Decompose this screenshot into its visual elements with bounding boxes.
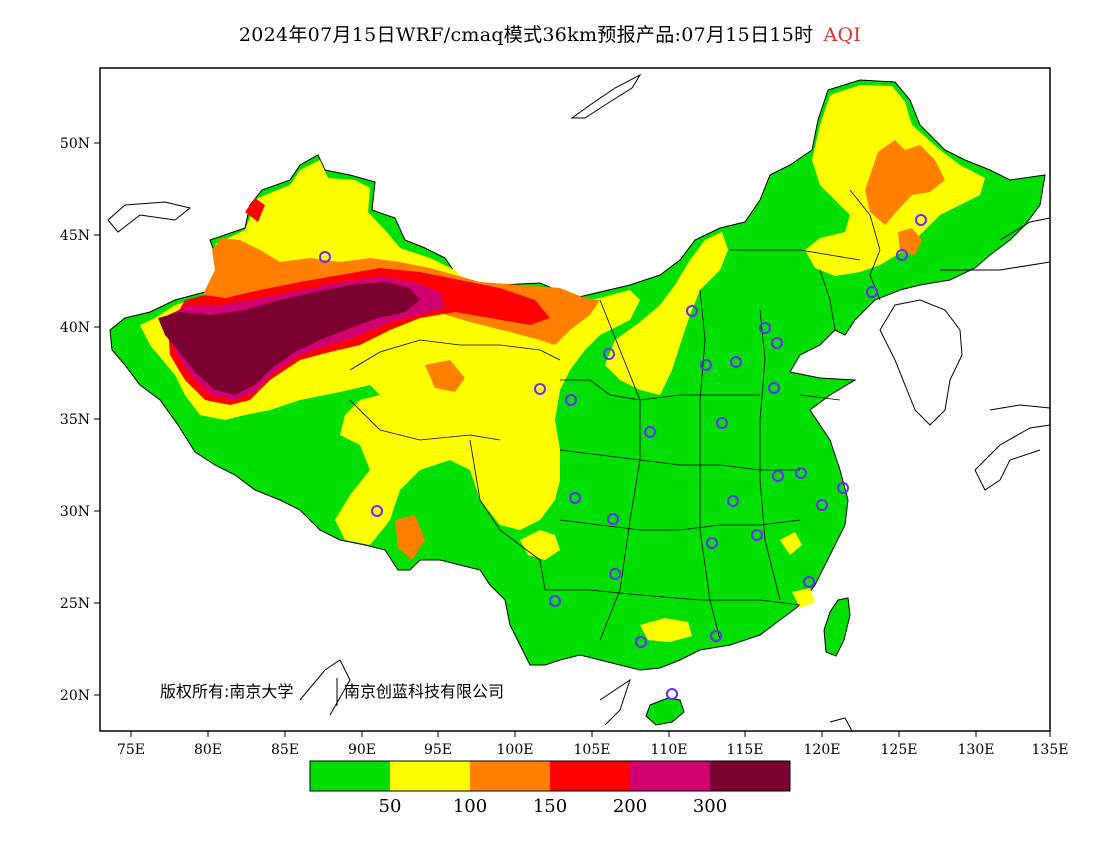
lon-axis	[130, 731, 1051, 737]
station-marker	[635, 636, 647, 648]
copyright-owner-a: 版权所有:南京大学	[160, 682, 293, 701]
map-border	[99, 67, 1051, 732]
title-variable: AQI	[823, 24, 862, 46]
lon-label-110e: 110E	[651, 742, 688, 758]
station-marker	[607, 513, 619, 525]
station-marker	[837, 482, 849, 494]
aqi-yellow-north	[605, 232, 728, 395]
province-borders	[349, 189, 881, 641]
station-marker	[534, 383, 546, 395]
neighbor-coastlines	[107, 73, 1051, 732]
station-marker	[803, 576, 815, 588]
title-main: 2024年07月15日WRF/cmaq模式36km预报产品:07月15日15时	[238, 24, 814, 46]
station-marker	[866, 286, 878, 298]
lon-label-100e: 100E	[497, 742, 534, 758]
lat-label-40n: 40N	[60, 320, 90, 336]
station-marker	[751, 529, 763, 541]
station-marker	[569, 492, 581, 504]
aqi-orange-northeast-b	[898, 228, 922, 255]
aqi-orange-patch-tibet	[395, 515, 425, 560]
station-marker	[710, 630, 722, 642]
station-marker	[771, 337, 783, 349]
lat-label-45n: 45N	[60, 228, 90, 244]
lon-label-115e: 115E	[727, 742, 764, 758]
station-marker	[700, 359, 712, 371]
legend-swatch-2	[470, 761, 550, 791]
lat-axis	[94, 142, 100, 696]
copyright-owner-b: 南京创蓝科技有限公司	[344, 682, 504, 701]
station-markers	[319, 214, 927, 700]
lat-label-50n: 50N	[60, 136, 90, 152]
lon-label-90e: 90E	[348, 742, 376, 758]
legend-swatch-0	[310, 761, 390, 791]
station-marker	[816, 499, 828, 511]
aqi-orange-patch-qinghai	[425, 360, 465, 392]
lon-label-75e: 75E	[117, 742, 145, 758]
legend-label-200: 200	[613, 796, 647, 817]
aqi-maroon-core	[158, 282, 420, 395]
colorbar-legend: 50 100 150 200 300	[309, 760, 791, 817]
lon-label-95e: 95E	[424, 742, 452, 758]
lon-label-130e: 130E	[958, 742, 995, 758]
station-marker	[795, 467, 807, 479]
lat-label-25n: 25N	[60, 596, 90, 612]
lon-labels: 75E 80E 85E 90E 95E 100E 105E 110E 115E …	[117, 742, 1069, 758]
legend-label-100: 100	[453, 796, 487, 817]
station-marker	[371, 505, 383, 517]
lon-label-120e: 120E	[804, 742, 841, 758]
lon-label-80e: 80E	[194, 742, 222, 758]
station-marker	[772, 470, 784, 482]
lat-label-20n: 20N	[60, 688, 90, 704]
station-marker	[644, 426, 656, 438]
legend-swatch-5	[710, 761, 790, 791]
aqi-yellow-patch-guangdong	[640, 618, 692, 642]
aqi-red-patch-west	[245, 198, 265, 222]
station-marker	[730, 356, 742, 368]
legend-label-150: 150	[533, 796, 567, 817]
station-marker	[706, 537, 718, 549]
legend-label-300: 300	[693, 796, 727, 817]
aqi-orange-northeast	[865, 140, 945, 225]
taiwan-island	[823, 597, 851, 657]
station-marker	[727, 495, 739, 507]
aqi-yellow-patch-yangtze	[780, 532, 802, 555]
station-marker	[609, 568, 621, 580]
lat-label-35n: 35N	[60, 412, 90, 428]
station-marker	[716, 417, 728, 429]
lon-label-105e: 105E	[574, 742, 611, 758]
legend-border	[309, 760, 791, 792]
map-title: 2024年07月15日WRF/cmaq模式36km预报产品:07月15日15时 A…	[0, 20, 1100, 47]
legend-swatch-3	[550, 761, 630, 791]
station-marker	[759, 322, 771, 334]
lon-label-85e: 85E	[271, 742, 299, 758]
station-marker	[768, 382, 780, 394]
aqi-fields	[109, 79, 1046, 726]
lat-label-30n: 30N	[60, 504, 90, 520]
station-marker	[603, 348, 615, 360]
aqi-yellow-patch-fujian	[792, 588, 815, 608]
legend-label-50: 50	[379, 796, 402, 817]
station-marker	[896, 249, 908, 261]
station-marker	[686, 305, 698, 317]
station-marker	[565, 394, 577, 406]
station-marker	[549, 595, 561, 607]
lon-label-135e: 135E	[1032, 742, 1069, 758]
station-marker	[319, 251, 331, 263]
lat-labels: 50N 45N 40N 35N 30N 25N 20N	[60, 136, 90, 704]
legend-swatch-4	[630, 761, 710, 791]
station-marker	[915, 214, 927, 226]
station-marker	[666, 688, 678, 700]
lon-label-125e: 125E	[881, 742, 918, 758]
legend-swatch-1	[390, 761, 470, 791]
